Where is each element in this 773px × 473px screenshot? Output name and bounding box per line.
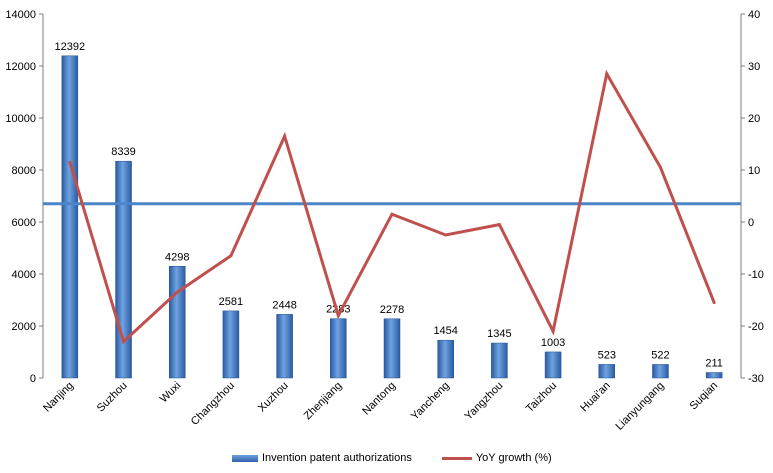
right-tick-label: 20	[748, 113, 760, 125]
bar	[652, 364, 669, 379]
category-label: Lianyungang	[614, 380, 667, 433]
line-point	[658, 165, 662, 169]
bar-data-label: 1454	[433, 325, 457, 337]
bar-data-label: 12392	[55, 41, 86, 53]
legend-line-swatch	[441, 456, 472, 460]
bar	[168, 266, 186, 379]
line-point	[444, 233, 448, 237]
bar	[544, 351, 562, 379]
bar-data-label: 2448	[272, 299, 296, 311]
line-point	[229, 254, 233, 258]
category-label: Nantong	[360, 380, 398, 418]
bar-data-label: 2581	[219, 296, 243, 308]
left-tick-label: 14000	[5, 9, 36, 21]
line-point	[283, 134, 287, 138]
right-tick-label: 0	[748, 217, 754, 229]
line-point	[68, 160, 72, 164]
line-point	[605, 72, 609, 76]
category-label: Wuxi	[158, 380, 184, 406]
bar	[61, 55, 79, 379]
bar	[383, 318, 401, 379]
left-tick-label: 6000	[12, 217, 36, 229]
category-label: Suqian	[688, 380, 721, 413]
line-point	[551, 329, 555, 333]
bar	[330, 318, 347, 379]
line-point	[712, 301, 716, 305]
bar	[437, 339, 454, 379]
right-tick-label: 40	[748, 9, 760, 21]
line-point	[497, 223, 501, 227]
right-tick-label: 10	[748, 165, 760, 177]
bar-data-label: 4298	[165, 251, 189, 263]
bar-data-label: 522	[651, 349, 669, 361]
legend-line-label: YoY growth (%)	[475, 452, 552, 464]
bar-data-label: 211	[705, 358, 723, 370]
line-point	[175, 290, 179, 294]
bar-data-label: 1345	[487, 328, 511, 340]
bar	[491, 342, 508, 379]
right-tick-label: -30	[748, 373, 764, 385]
line-series	[68, 69, 716, 345]
bar	[222, 310, 240, 379]
legend: Invention patent authorizations YoY grow…	[232, 452, 582, 464]
right-tick-label: -20	[748, 321, 764, 333]
growth-line	[68, 69, 716, 345]
legend-bar-label: Invention patent authorizations	[262, 452, 412, 464]
legend-item-line: YoY growth (%)	[441, 452, 552, 464]
bar	[705, 372, 723, 379]
category-label: Huai'an	[578, 380, 613, 415]
category-labels: Nanjing Suzhou Wuxi Changzhou Xuzhou Zhenjian…	[41, 380, 720, 433]
left-y-axis: 0 2000 4000 6000 8000 10000 12000 14000	[5, 9, 44, 385]
left-tick-label: 2000	[12, 321, 36, 333]
category-label: Taizhou	[524, 380, 559, 415]
category-label: Zhenjiang	[302, 380, 345, 423]
bar	[115, 160, 132, 379]
bar	[276, 314, 293, 379]
category-label: Suzhou	[95, 380, 130, 415]
legend-item-bar: Invention patent authorizations	[232, 452, 412, 464]
category-label: Yancheng	[409, 380, 452, 423]
left-tick-label: 10000	[5, 113, 36, 125]
left-tick-label: 4000	[12, 269, 36, 281]
line-point	[390, 212, 394, 216]
line-point	[122, 340, 126, 344]
bar-data-label: 2278	[380, 304, 404, 316]
category-label: Nanjing	[41, 380, 76, 415]
category-label: Yangzhou	[463, 380, 506, 423]
right-tick-label: 30	[748, 61, 760, 73]
left-tick-label: 12000	[5, 61, 36, 73]
right-tick-label: -10	[748, 269, 764, 281]
bar	[598, 364, 616, 379]
legend-bar-swatch	[232, 454, 258, 462]
left-tick-label: 8000	[12, 165, 36, 177]
bar-data-label: 523	[598, 349, 616, 361]
category-label: Changzhou	[189, 380, 237, 428]
line-point	[336, 314, 340, 318]
category-label: Xuzhou	[256, 380, 291, 415]
left-tick-label: 0	[30, 373, 36, 385]
bar-data-label: 1003	[541, 337, 565, 349]
right-y-axis: -30 -20 -10 0 10 20 30 40	[740, 9, 764, 385]
bar-data-label: 8339	[111, 146, 135, 158]
